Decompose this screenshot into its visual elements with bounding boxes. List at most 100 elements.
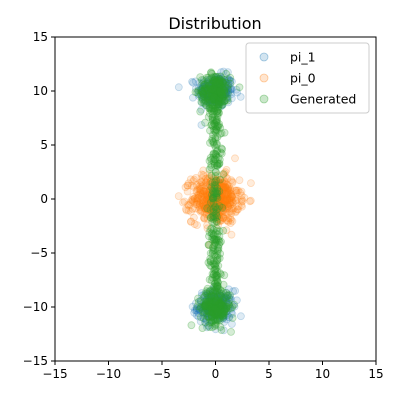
data-point: [211, 309, 220, 318]
data-point: [213, 292, 222, 301]
data-point: [212, 189, 221, 198]
data-point: [211, 182, 220, 191]
data-point: [207, 308, 216, 317]
data-point: [208, 101, 217, 109]
data-point: [211, 252, 220, 261]
data-point: [205, 109, 214, 118]
data-point: [206, 254, 215, 263]
data-point: [216, 200, 225, 209]
data-point: [201, 301, 210, 310]
data-point: [211, 95, 220, 104]
data-point: [208, 301, 217, 310]
data-point: [212, 208, 221, 217]
data-point: [210, 291, 218, 300]
data-point: [192, 304, 201, 313]
data-point: [227, 192, 236, 201]
data-point: [211, 78, 220, 86]
data-point: [206, 69, 215, 77]
data-point: [214, 307, 223, 316]
data-point: [214, 78, 223, 87]
data-point: [209, 302, 218, 311]
data-point: [218, 83, 226, 92]
data-point: [214, 221, 223, 230]
data-point: [214, 122, 223, 130]
data-point: [211, 168, 220, 177]
data-point: [198, 93, 207, 101]
data-point: [212, 85, 221, 94]
data-point: [184, 179, 193, 188]
data-point: [186, 175, 195, 184]
data-point: [193, 88, 202, 97]
data-point: [208, 299, 217, 308]
data-point: [215, 199, 224, 208]
data-point: [214, 76, 223, 85]
data-point: [210, 83, 219, 92]
data-point: [203, 97, 212, 105]
data-point: [205, 198, 214, 207]
data-point: [208, 178, 217, 187]
data-point: [214, 301, 223, 310]
data-point: [204, 206, 213, 215]
data-point: [220, 311, 229, 319]
data-point: [218, 179, 227, 188]
data-point: [207, 311, 216, 320]
data-point: [213, 215, 222, 224]
data-point: [214, 79, 223, 88]
data-point: [209, 87, 218, 96]
data-point: [226, 194, 234, 203]
data-point: [215, 75, 224, 84]
data-point: [209, 193, 218, 202]
data-point: [197, 192, 206, 201]
data-point: [197, 87, 206, 96]
data-point: [199, 87, 208, 96]
y-tick-label: −10: [23, 300, 48, 314]
data-point: [220, 92, 229, 101]
data-point: [219, 170, 228, 179]
data-point: [213, 104, 222, 112]
data-point: [203, 289, 212, 298]
data-point: [205, 298, 214, 307]
data-point: [216, 193, 225, 201]
data-point: [215, 94, 224, 102]
data-point: [209, 308, 218, 317]
data-point: [217, 86, 226, 95]
data-point: [205, 293, 214, 302]
data-point: [214, 82, 223, 91]
data-point: [211, 88, 220, 97]
data-point: [207, 96, 216, 105]
data-point: [217, 306, 226, 315]
data-point: [214, 76, 223, 85]
data-point: [223, 82, 232, 90]
data-point: [208, 78, 217, 87]
data-point: [209, 88, 217, 96]
data-point: [226, 189, 235, 198]
data-point: [203, 205, 212, 214]
data-point: [208, 211, 216, 220]
data-point: [202, 191, 211, 200]
data-point: [212, 176, 220, 185]
data-point: [205, 180, 214, 189]
data-point: [219, 196, 228, 204]
data-point: [218, 204, 227, 213]
data-point: [213, 245, 222, 254]
data-point: [212, 264, 221, 273]
data-point: [213, 93, 222, 102]
data-point: [200, 204, 209, 213]
data-point: [218, 85, 227, 94]
data-point: [192, 194, 201, 203]
data-point: [198, 207, 206, 216]
data-point: [200, 201, 209, 210]
data-point: [225, 293, 234, 302]
data-point: [224, 189, 233, 198]
data-point: [216, 186, 225, 195]
data-point: [227, 309, 236, 317]
data-point: [215, 211, 224, 220]
data-point: [221, 83, 230, 91]
data-point: [211, 298, 220, 307]
data-point: [210, 282, 219, 291]
data-point: [201, 302, 210, 311]
data-point: [214, 182, 223, 190]
data-point: [212, 310, 221, 319]
data-point: [200, 302, 209, 311]
data-point: [196, 206, 205, 215]
